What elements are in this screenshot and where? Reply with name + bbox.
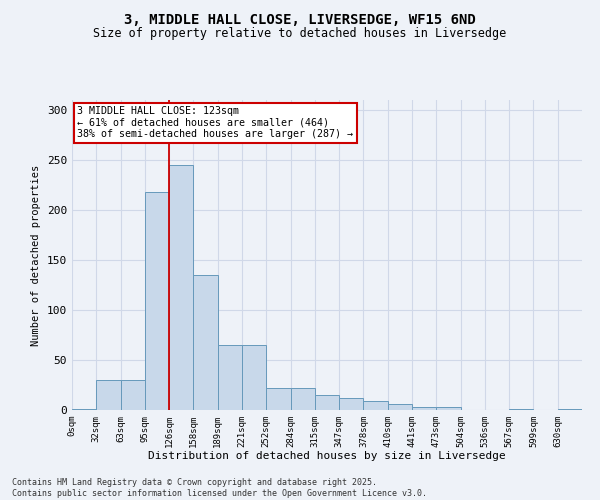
Bar xyxy=(339,398,364,410)
Bar xyxy=(364,401,388,410)
Bar xyxy=(436,407,461,410)
Bar xyxy=(145,192,169,410)
Y-axis label: Number of detached properties: Number of detached properties xyxy=(31,164,41,346)
Bar xyxy=(242,345,266,410)
Bar xyxy=(388,404,412,410)
Text: Contains HM Land Registry data © Crown copyright and database right 2025.
Contai: Contains HM Land Registry data © Crown c… xyxy=(12,478,427,498)
Bar xyxy=(412,407,436,410)
Bar xyxy=(290,388,315,410)
Bar xyxy=(509,409,533,410)
Bar xyxy=(266,388,290,410)
Bar xyxy=(96,380,121,410)
Text: 3, MIDDLE HALL CLOSE, LIVERSEDGE, WF15 6ND: 3, MIDDLE HALL CLOSE, LIVERSEDGE, WF15 6… xyxy=(124,12,476,26)
Text: 3 MIDDLE HALL CLOSE: 123sqm
← 61% of detached houses are smaller (464)
38% of se: 3 MIDDLE HALL CLOSE: 123sqm ← 61% of det… xyxy=(77,106,353,140)
Bar xyxy=(218,345,242,410)
Bar xyxy=(558,409,582,410)
Bar xyxy=(169,165,193,410)
Bar xyxy=(121,380,145,410)
Bar xyxy=(193,275,218,410)
Bar xyxy=(315,395,339,410)
Bar xyxy=(72,409,96,410)
Text: Size of property relative to detached houses in Liversedge: Size of property relative to detached ho… xyxy=(94,28,506,40)
X-axis label: Distribution of detached houses by size in Liversedge: Distribution of detached houses by size … xyxy=(148,452,506,462)
